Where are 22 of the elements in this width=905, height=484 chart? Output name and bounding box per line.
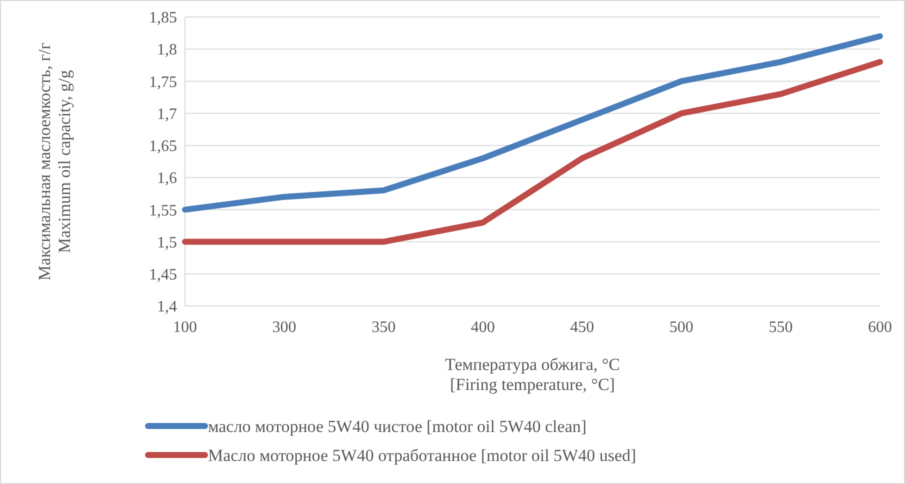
legend-label: Масло моторное 5W40 отработанное [motor oil 5W40 used]	[208, 446, 636, 465]
x-tick-label: 100	[173, 319, 197, 336]
x-axis-title: Температура обжига, °C [Firing temperature, °C]	[444, 355, 620, 394]
y-tick-label: 1,4	[157, 298, 177, 316]
y-tick-label: 1,6	[157, 170, 177, 188]
x-tick-label: 550	[768, 319, 793, 336]
y-axis-title: Максимальная маслоемкость, г/г Maximum oil capacity, g/g	[35, 42, 74, 280]
x-tick-label: 500	[669, 319, 694, 336]
x-tick-label: 400	[470, 319, 495, 336]
x-tick-label: 450	[570, 319, 594, 336]
y-tick-label: 1,45	[149, 266, 177, 284]
legend-label: масло моторное 5W40 чистое [motor oil 5W40 clean]	[208, 416, 587, 436]
y-tick-label: 1,5	[157, 234, 177, 252]
y-tick-label: 1,85	[149, 10, 177, 27]
x-tick-label: 600	[868, 319, 892, 336]
y-tick-label: 1,75	[149, 74, 177, 91]
y-tick-label: 1,55	[149, 202, 177, 220]
y-tick-label: 1,8	[157, 42, 177, 59]
y-tick-label: 1,7	[157, 106, 177, 123]
y-tick-label: 1,65	[149, 138, 177, 156]
x-tick-label: 300	[272, 319, 296, 336]
x-tick-label: 350	[372, 319, 396, 336]
